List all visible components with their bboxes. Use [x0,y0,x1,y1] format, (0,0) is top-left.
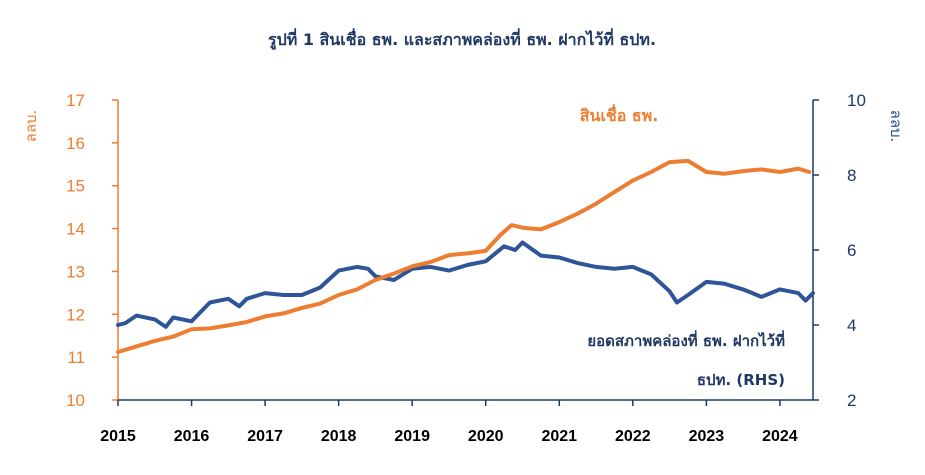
right-tick-label: 8 [847,166,856,185]
left-tick-label: 14 [66,220,85,239]
left-tick-label: 13 [66,262,85,281]
x-tick-label: 2022 [615,428,651,445]
x-tick-label: 2018 [321,428,357,445]
series-label-loans: สินเชื่อ ธพ. [579,104,658,125]
x-tick-label: 2020 [468,428,504,445]
x-axis-ticks: 2015 2016 2017 2018 2019 2020 2021 2022 2023 2024 [100,400,798,445]
left-axis-ticks: 10 11 12 13 14 15 16 17 [66,91,118,410]
x-tick-label: 2016 [174,428,210,445]
right-tick-label: 2 [847,391,856,410]
left-tick-label: 15 [66,177,85,196]
axes [117,100,814,401]
left-tick-label: 10 [66,391,85,410]
chart-title: รูปที่ 1 สินเชื่อ ธพ. และสภาพคล่องที่ ธพ… [268,28,656,51]
left-tick-label: 17 [66,91,85,110]
series-lines [116,158,815,354]
right-tick-label: 6 [847,241,856,260]
x-tick-label: 2019 [394,428,430,445]
right-axis-unit: ลลบ. [887,110,905,143]
series-label-deposits-line2: ธปท. (RHS) [697,371,785,389]
right-tick-label: 10 [847,91,866,110]
series-label-deposits-line1: ยอดสภาพคล่องที่ ธพ. ฝากไว้ที่ [587,330,785,350]
x-tick-label: 2021 [541,428,577,445]
x-tick-label: 2015 [100,428,136,445]
series-line-loans [116,158,812,354]
right-axis-ticks: 2 4 6 8 10 [813,91,866,410]
left-tick-label: 12 [66,305,85,324]
right-tick-label: 4 [847,316,856,335]
left-tick-label: 11 [67,348,85,367]
x-tick-label: 2024 [762,428,798,445]
series-line-deposits [116,240,815,329]
x-tick-label: 2023 [689,428,725,445]
left-tick-label: 16 [66,134,85,153]
x-tick-label: 2017 [247,428,283,445]
left-axis-unit: ลลบ. [22,110,40,143]
